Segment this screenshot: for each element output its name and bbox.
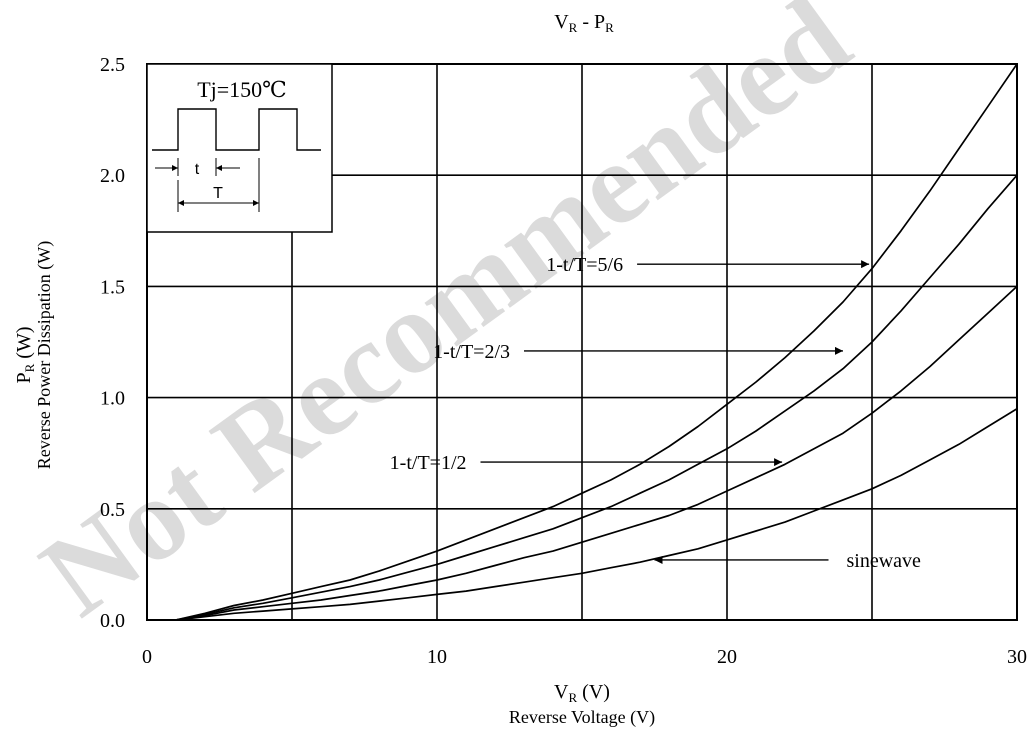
y-tick-label: 2.5 — [100, 54, 125, 76]
series-line-1-t-t-2-3 — [147, 174, 1018, 621]
y-axis-label: PR (W) — [13, 327, 37, 384]
series-line-sinewave — [147, 407, 1018, 621]
y-tick-label: 1.5 — [100, 276, 125, 298]
x-tick-label: 30 — [1007, 646, 1027, 668]
annotation-label-1-t-t-1-2: 1-t/T=1/2 — [390, 452, 467, 474]
chart-title: VR - PR — [554, 11, 614, 35]
y-tick-label: 0.0 — [100, 610, 125, 632]
plot-frame — [146, 63, 1018, 621]
x-tick-label: 20 — [717, 646, 737, 668]
annotation-label-1-t-t-5-6: 1-t/T=5/6 — [546, 254, 623, 276]
x-axis-description: Reverse Voltage (V) — [509, 707, 655, 728]
series-line-1-t-t-5-6 — [147, 63, 1018, 621]
pulse-waveform — [152, 108, 321, 151]
pulse-inset: Tj=150℃ t T — [146, 63, 333, 233]
y-tick-label: 1.0 — [100, 388, 125, 410]
annotation-label-1-t-t-2-3: 1-t/T=2/3 — [433, 341, 510, 363]
annotation-label-sinewave: sinewave — [847, 550, 922, 572]
inset-T-label: T — [213, 185, 223, 202]
y-axis-description: Reverse Power Dissipation (W) — [34, 241, 55, 469]
series-curves — [147, 63, 1018, 621]
x-axis-label: VR (V) — [554, 681, 610, 705]
series-line-1-t-t-1-2 — [147, 285, 1018, 621]
x-tick-label: 0 — [142, 646, 152, 668]
y-tick-label: 0.5 — [100, 499, 125, 521]
y-tick-label: 2.0 — [100, 165, 125, 187]
series-annotations: 1-t/T=5/6 1-t/T=2/3 1-t/T=1/2 sinewave — [390, 254, 921, 572]
x-tick-labels: 0 10 20 30 — [142, 646, 1027, 668]
x-tick-label: 10 — [427, 646, 447, 668]
inset-t-label: t — [195, 161, 200, 178]
y-tick-labels: 0.0 0.5 1.0 1.5 2.0 2.5 — [100, 54, 125, 632]
inset-condition: Tj=150℃ — [197, 77, 287, 102]
